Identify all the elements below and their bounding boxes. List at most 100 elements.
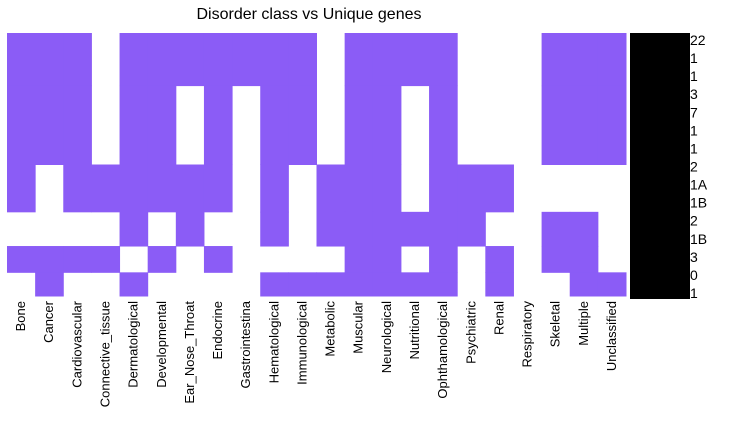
heatmap-cell [63,164,92,213]
heatmap-cell [457,211,486,247]
x-tick-label: Ear_Nose_Throat [182,301,197,404]
heatmap-cell [260,33,289,87]
heatmap-cell [175,211,205,247]
heatmap-cell [400,211,430,247]
heatmap-cell [344,272,374,297]
heatmap-cell [147,33,177,87]
heatmap-cell [400,33,430,87]
heatmap-cell [232,33,261,87]
heatmap-cell [203,85,233,165]
heatmap-cell [485,164,514,213]
heatmap-cell [260,164,289,213]
heatmap-cell [429,272,458,297]
y-tick-label: 1 [690,122,698,138]
heatmap-cell [400,272,430,297]
heatmap-cell [541,246,571,273]
y-tick-label: 2 [690,213,698,229]
heatmap-cell [147,246,177,273]
heatmap-cell [147,164,177,213]
y-tick-label: 2 [690,159,698,175]
heatmap-cell [91,164,121,213]
y-tick-label: 0 [690,267,698,283]
heatmap-cell [541,33,571,87]
y-tick-label: 1 [690,50,698,66]
heatmap-cell [119,85,149,165]
heatmap-cell [7,246,36,273]
heatmap-cell [260,211,289,247]
x-tick-label: Cancer [41,300,56,343]
x-tick-label: Renal [491,301,506,335]
heatmap-cell [429,33,458,87]
x-tick-label: Unclassified [604,301,619,371]
heatmap-cell [429,85,458,165]
heatmap-cell [35,246,64,273]
heatmap-cell [288,272,317,297]
heatmap-cell [175,164,205,213]
heatmap-cell [597,85,627,165]
x-tick-label: Immunological [294,301,309,385]
x-tick-label: Multiple [576,301,591,346]
x-tick-label: Cardiovascular [69,300,84,387]
heatmap-cell [203,246,233,273]
heatmap-cell [569,85,599,165]
x-tick-label: Skeletal [548,301,563,347]
x-tick-label: Metabolic [323,301,338,357]
heatmap-cell [147,85,177,165]
heatmap-cell [35,85,64,165]
heatmap-cell [344,164,374,213]
heatmap-cell [429,246,458,273]
heatmap-cell [7,85,36,165]
heatmap-cell [7,33,36,87]
heatmap-cell [260,272,289,297]
heatmap-cell [316,272,346,297]
heatmap-cell [203,33,233,87]
heatmap-cell [429,164,458,213]
y-tick-label: 1 [690,140,698,156]
heatmap-cell [316,164,346,213]
y-tick-label: 1A [690,177,708,193]
heatmap-cell [372,164,402,213]
heatmap-cell [344,211,374,247]
y-tick-label: 3 [690,249,698,265]
y-tick-label: 1 [690,285,698,301]
heatmap-cell [91,246,121,273]
x-tick-label: Endocrine [210,301,225,360]
heatmap-cell [316,211,346,247]
y-tick-label: 1B [690,231,707,247]
heatmap-cell [485,246,514,273]
x-tick-label: Connective_tissue [98,301,113,407]
y-tick-label: 22 [690,32,706,48]
x-tick-label: Ophthamological [435,301,450,399]
x-tick-label: Respiratory [520,301,535,368]
y-axis-label-overlap [630,33,690,299]
x-tick-label: Gastrointestina [238,300,253,388]
x-tick-label: Psychiatric [463,301,478,364]
heatmap-cell [569,272,599,297]
heatmap-cell [597,272,627,297]
heatmap-cell [119,211,149,247]
heatmap-cell [35,272,64,297]
heatmap-cell [7,164,36,213]
x-tick-label: Bone [13,301,28,331]
heatmap-cell [372,272,402,297]
heatmap-cell [569,33,599,87]
heatmap-cell [119,33,149,87]
y-tick-label: 7 [690,104,698,120]
heatmap-cell [63,85,92,165]
x-tick-label: Muscular [351,300,366,353]
x-tick-label: Hematological [266,301,281,383]
heatmap-cell [372,33,402,87]
x-tick-label: Dermatological [126,301,141,388]
heatmap-cell [119,272,149,297]
heatmap-cell [541,211,571,247]
heatmap-cell [344,246,374,273]
heatmap-cell [203,164,233,213]
heatmap-cell [63,33,92,87]
heatmap-cell [288,85,317,165]
heatmap-cell [485,272,514,297]
heatmap-cell [372,246,402,273]
heatmap-cell [288,33,317,87]
heatmap-cell [35,33,64,87]
